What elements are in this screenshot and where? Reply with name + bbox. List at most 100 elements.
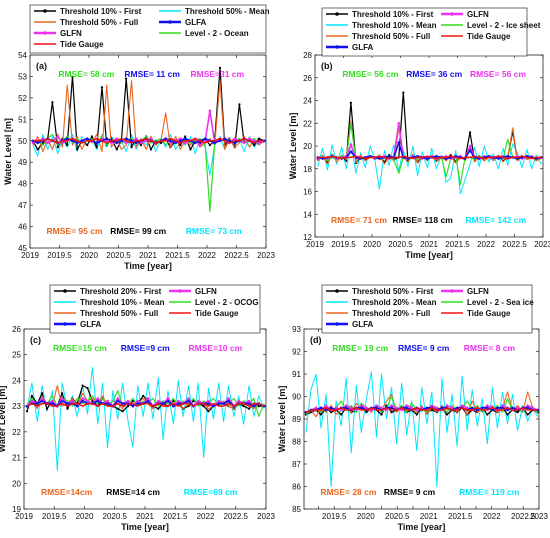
x-tick-label: 2021: [420, 512, 438, 521]
data-point-glfn: [115, 137, 119, 140]
rmse-annotation-level2: RMSE= 58 cm: [58, 69, 114, 79]
rmse-annotation-full: RMSE=14cm: [41, 487, 93, 497]
data-point-first: [36, 148, 39, 151]
data-point-glfa: [179, 139, 182, 143]
rmse-annotation-first: RMSE=14 cm: [106, 487, 160, 497]
data-point-glfn: [106, 399, 109, 403]
data-point-first: [90, 135, 94, 138]
series-line-gauge: [26, 402, 265, 407]
y-tick-label: 22: [12, 428, 21, 437]
data-point-first: [365, 411, 368, 414]
data-point-first: [238, 103, 241, 106]
data-point-glfa: [497, 157, 500, 160]
legend-label-glfa: GLFA: [80, 320, 102, 329]
y-tick-label: 23: [12, 402, 21, 411]
data-point-glfn: [31, 141, 35, 145]
data-point-first: [25, 410, 29, 413]
data-point-first: [329, 411, 333, 414]
data-point-first: [66, 143, 69, 147]
legend-label-gauge: Tide Gauge: [467, 32, 511, 41]
x-tick-label: 2019.5: [42, 512, 67, 521]
data-point-glfn: [486, 404, 489, 407]
legend-label-level2: Level - 2 - Ice sheet: [467, 21, 541, 30]
data-point-glfn: [217, 399, 221, 403]
data-point-glfn: [149, 137, 153, 140]
data-point-first: [121, 410, 124, 413]
data-point-glfn: [166, 397, 170, 400]
data-point-first: [184, 135, 187, 138]
data-point-glfa: [130, 139, 133, 143]
y-tick-label: 28: [303, 51, 312, 60]
data-point-first: [415, 413, 418, 416]
data-point-glfn: [46, 141, 49, 145]
data-point-first: [179, 143, 182, 147]
y-tick-label: 20: [12, 479, 21, 488]
legend-label-glfn: GLFN: [60, 29, 82, 38]
data-point-glfn: [405, 404, 408, 407]
data-point-glfa: [136, 402, 140, 405]
legend-label-glfa: GLFA: [352, 43, 374, 52]
y-tick-label: 86: [292, 483, 301, 492]
data-point-glfn: [169, 141, 172, 145]
x-tick-label: 2019.5: [47, 251, 72, 260]
x-tick-label: 2019: [306, 240, 324, 249]
data-point-glfn: [203, 139, 207, 143]
data-point-glfa: [146, 399, 150, 403]
data-point-glfn: [61, 141, 64, 145]
data-point-first: [139, 143, 143, 147]
data-point-glfa: [60, 399, 64, 403]
data-point-glfn: [450, 406, 454, 410]
y-tick-label: 52: [18, 94, 27, 103]
y-tick-label: 14: [303, 210, 312, 219]
data-point-glfn: [105, 139, 108, 143]
x-tick-label: 2022: [483, 512, 501, 521]
y-tick-label: 91: [292, 370, 301, 379]
series-line-full: [32, 80, 265, 153]
data-point-glfa: [378, 157, 381, 160]
data-point-glfn: [41, 137, 45, 140]
y-tick-label: 24: [12, 376, 21, 385]
data-point-glfn: [460, 404, 464, 407]
y-axis-label: Water Level [m]: [288, 113, 298, 180]
data-point-glfn: [410, 406, 414, 410]
rmse-annotation-mean: RMSE=69 cm: [184, 487, 238, 497]
data-point-glfa: [397, 141, 401, 144]
data-point-first: [202, 405, 205, 408]
x-tick-label: 2022: [198, 251, 216, 260]
data-point-first: [91, 399, 94, 403]
data-point-glfa: [526, 406, 529, 410]
y-tick-label: 85: [292, 505, 301, 514]
series-line-mean: [305, 371, 539, 487]
x-axis-label: Time [year]: [124, 261, 172, 271]
data-point-first: [61, 392, 64, 395]
legend-label-mean: Threshold 20% - Mean: [352, 298, 437, 307]
data-point-glfn: [344, 404, 348, 407]
data-point-glfa: [166, 399, 170, 403]
data-point-first: [192, 399, 195, 403]
data-point-glfn: [40, 397, 44, 400]
series-line-gauge: [305, 407, 538, 413]
data-point-glfa: [75, 141, 79, 145]
data-point-glfa: [183, 137, 187, 140]
data-point-glfa: [405, 406, 408, 410]
data-point-glfn: [96, 397, 100, 400]
legend-marker-glfa: [335, 322, 339, 326]
data-point-glfn: [360, 404, 363, 407]
data-point-glfa: [390, 406, 393, 410]
x-tick-label: 2021.5: [445, 240, 470, 249]
y-axis-label: Water Level [m]: [0, 386, 7, 453]
x-tick-label: 2022.5: [502, 240, 527, 249]
legend-marker-first: [63, 289, 67, 293]
y-tick-label: 87: [292, 460, 301, 469]
legend-marker-glfa: [63, 322, 67, 326]
data-point-glfa: [233, 141, 237, 145]
y-tick-label: 90: [292, 393, 301, 402]
y-tick-label: 89: [292, 415, 301, 424]
data-point-glfn: [370, 408, 373, 412]
data-point-first: [45, 407, 49, 410]
data-point-first: [142, 394, 145, 397]
legend-label-glfa: GLFA: [185, 18, 207, 27]
x-tick-label: 2023: [530, 512, 548, 521]
data-point-glfa: [66, 402, 69, 405]
